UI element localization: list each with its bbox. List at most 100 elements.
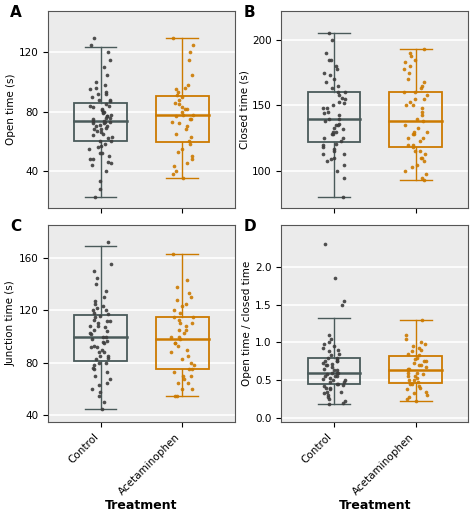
Point: [409, 102, 417, 110]
Bar: [74, 315, 127, 361]
Y-axis label: Open time / closed time: Open time / closed time: [242, 261, 252, 386]
Point: [91, 342, 98, 350]
Point: [104, 238, 112, 246]
Point: [108, 110, 115, 119]
Point: [422, 357, 429, 366]
Point: [95, 392, 102, 400]
Point: [188, 155, 195, 163]
Point: [335, 350, 342, 358]
Point: [101, 118, 109, 126]
Point: [189, 41, 196, 49]
Point: [88, 93, 95, 101]
Point: [103, 112, 111, 120]
Point: [404, 350, 411, 358]
Point: [421, 150, 428, 158]
Point: [320, 68, 328, 77]
Point: [325, 29, 332, 37]
Point: [328, 363, 336, 371]
Point: [333, 371, 341, 380]
Point: [104, 352, 112, 361]
Point: [99, 130, 107, 138]
Point: [167, 333, 175, 341]
Point: [89, 103, 97, 111]
Point: [416, 361, 423, 369]
Point: [107, 118, 114, 126]
Point: [92, 355, 100, 363]
Point: [104, 70, 111, 79]
Point: [417, 384, 424, 392]
Point: [333, 356, 340, 365]
Point: [99, 109, 107, 117]
Point: [171, 392, 179, 400]
Point: [319, 141, 327, 149]
Point: [329, 127, 337, 136]
Point: [417, 361, 424, 369]
Point: [321, 372, 328, 381]
Point: [94, 143, 101, 151]
Point: [86, 322, 94, 330]
Point: [319, 375, 327, 383]
Point: [325, 108, 332, 116]
Point: [410, 130, 418, 138]
Point: [86, 102, 94, 110]
Point: [415, 381, 422, 390]
Point: [406, 68, 413, 77]
Point: [421, 78, 428, 86]
Point: [333, 65, 340, 73]
Point: [325, 114, 333, 123]
Point: [102, 306, 109, 314]
Point: [183, 122, 191, 131]
Point: [409, 348, 416, 356]
Point: [414, 124, 422, 132]
Point: [94, 274, 101, 282]
Point: [97, 141, 104, 150]
Point: [100, 348, 108, 356]
Point: [189, 313, 197, 321]
Point: [189, 70, 196, 79]
Point: [86, 85, 93, 94]
Point: [340, 297, 348, 305]
Point: [190, 362, 198, 370]
Point: [178, 93, 186, 101]
Point: [100, 293, 108, 301]
Point: [90, 155, 97, 163]
Point: [105, 152, 113, 160]
Point: [320, 109, 328, 118]
Point: [188, 152, 195, 160]
Point: [319, 343, 327, 352]
Point: [329, 376, 337, 384]
Point: [167, 348, 174, 356]
Point: [402, 102, 410, 110]
Point: [342, 397, 349, 405]
Point: [92, 280, 100, 288]
Point: [174, 342, 182, 350]
Point: [341, 95, 348, 103]
Point: [411, 88, 419, 96]
Point: [98, 125, 105, 134]
Point: [419, 82, 426, 90]
Point: [182, 326, 190, 334]
Bar: [156, 96, 209, 142]
Point: [414, 378, 421, 386]
Point: [418, 315, 425, 324]
Bar: [156, 317, 209, 369]
Point: [340, 161, 348, 169]
Point: [189, 365, 196, 373]
Point: [176, 309, 183, 317]
Point: [90, 125, 98, 134]
Point: [96, 177, 103, 185]
Point: [325, 330, 333, 339]
Point: [174, 148, 182, 156]
X-axis label: Treatment: Treatment: [338, 499, 411, 512]
Point: [330, 366, 338, 375]
Text: C: C: [10, 219, 21, 234]
Point: [89, 306, 96, 314]
Point: [99, 106, 106, 114]
Point: [410, 358, 418, 367]
Point: [169, 169, 176, 178]
Point: [92, 84, 100, 92]
Point: [319, 104, 327, 112]
Point: [320, 365, 328, 373]
Point: [339, 125, 346, 133]
Point: [331, 75, 338, 83]
